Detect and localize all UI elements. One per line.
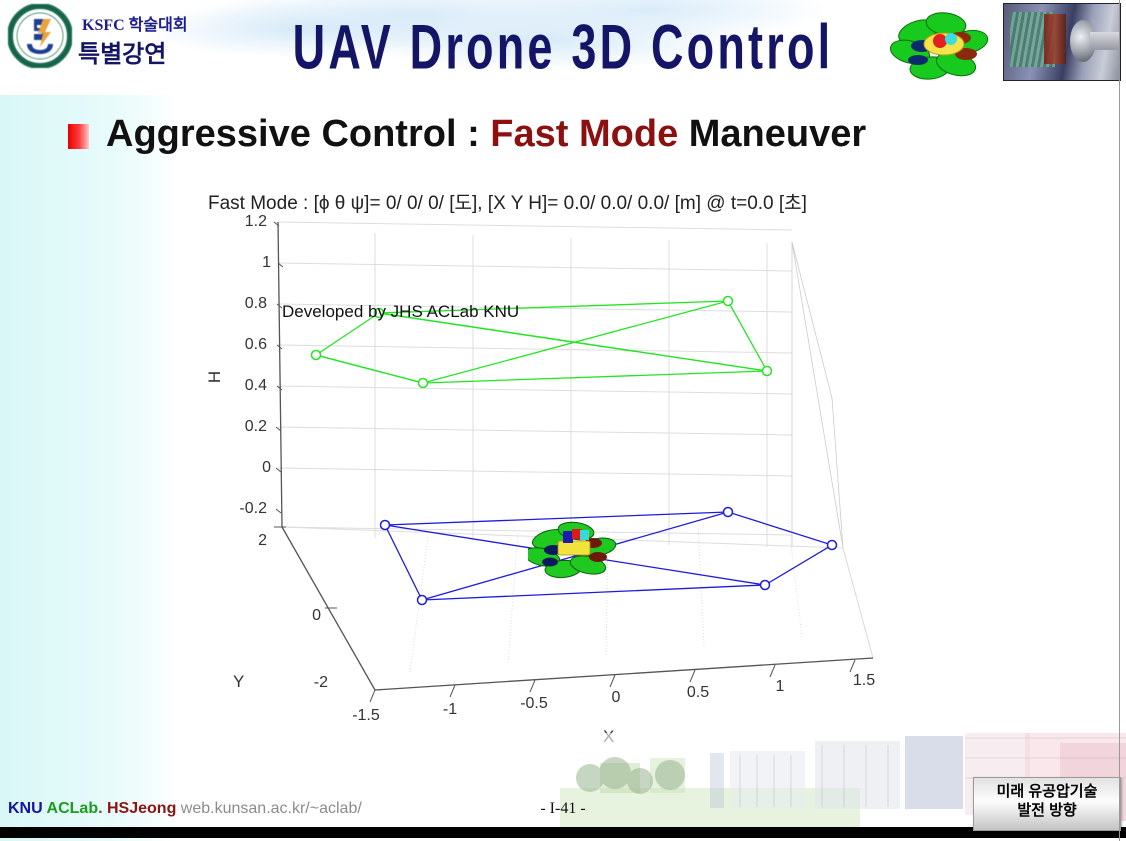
svg-text:0.2: 0.2 (245, 418, 267, 435)
svg-text:0.8: 0.8 (245, 295, 267, 312)
svg-text:Y: Y (233, 672, 244, 691)
svg-text:Developed by JHS ACLab KNU: Developed by JHS ACLab KNU (282, 302, 519, 321)
svg-text:Fast Mode : [ϕ θ ψ]= 0/ 0/ 0/: Fast Mode : [ϕ θ ψ]= 0/ 0/ 0/ [도], [X Y … (208, 193, 807, 214)
svg-text:0: 0 (312, 607, 321, 624)
svg-text:2: 2 (258, 532, 267, 549)
svg-text:1: 1 (776, 678, 785, 695)
svg-text:0: 0 (262, 459, 271, 476)
svg-text:-0.2: -0.2 (239, 500, 267, 517)
svg-text:0.4: 0.4 (245, 377, 267, 394)
svg-text:0: 0 (612, 689, 621, 706)
svg-text:1.5: 1.5 (853, 672, 875, 689)
svg-text:0.6: 0.6 (245, 336, 267, 353)
svg-text:1: 1 (262, 254, 271, 271)
svg-text:-1: -1 (443, 701, 457, 718)
svg-text:-1.5: -1.5 (352, 707, 380, 724)
svg-text:0.5: 0.5 (687, 684, 709, 701)
svg-text:-0.5: -0.5 (520, 695, 548, 712)
svg-text:-2: -2 (314, 674, 328, 691)
svg-text:H: H (205, 371, 224, 383)
svg-text:1.2: 1.2 (245, 213, 267, 230)
